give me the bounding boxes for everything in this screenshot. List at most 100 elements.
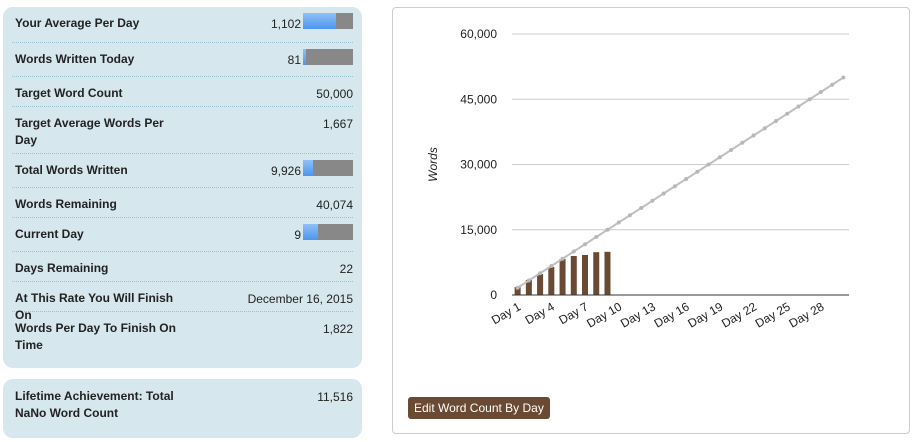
stat-label: Target Word Count	[15, 86, 123, 100]
y-tick-label: 45,000	[460, 92, 497, 106]
x-tick-label: Day 28	[786, 299, 826, 330]
progress-bar	[303, 160, 353, 176]
x-tick-label: Day 10	[584, 299, 624, 330]
lifetime-panel: Lifetime Achievement: Total NaNo Word Co…	[3, 379, 362, 438]
progress-bar	[303, 224, 353, 240]
stat-row: Days Remaining 22	[12, 252, 353, 282]
x-tick-label: Day 7	[556, 299, 590, 327]
bar-day-2	[525, 279, 532, 295]
target-point	[605, 227, 610, 232]
target-point	[684, 176, 689, 181]
target-point	[807, 97, 812, 102]
progress-bar	[303, 49, 353, 65]
stat-row: Total Words Written 9,926	[12, 154, 353, 188]
stat-row: Target Word Count 50,000	[12, 77, 353, 107]
target-point	[672, 184, 677, 189]
y-tick-label: 60,000	[460, 27, 497, 41]
stat-value: 81	[287, 53, 301, 67]
stat-label: Words Per Day To Finish On Time	[15, 321, 176, 352]
target-point	[830, 82, 835, 87]
y-axis-label: Words	[426, 147, 440, 182]
bar-day-3	[537, 273, 544, 295]
x-tick-label: Day 22	[719, 299, 759, 330]
edit-word-count-button[interactable]: Edit Word Count By Day	[408, 397, 550, 419]
target-point	[773, 119, 778, 123]
x-tick-label: Day 25	[753, 299, 793, 330]
target-point	[560, 256, 565, 261]
stat-label: Total Words Written	[15, 163, 128, 177]
stat-label: Target Average Words Per Day	[15, 116, 164, 147]
y-tick-label: 15,000	[460, 223, 497, 237]
target-point	[762, 126, 767, 131]
bar-day-4	[548, 266, 555, 295]
target-point	[740, 140, 745, 145]
stat-value: 1,667	[322, 117, 353, 131]
bar-day-8	[593, 252, 600, 295]
stat-row-lifetime: Lifetime Achievement: Total NaNo Word Co…	[12, 379, 353, 438]
stat-row: At This Rate You Will Finish On December…	[12, 282, 353, 322]
stat-value: 50,000	[316, 87, 353, 101]
stat-value: December 16, 2015	[247, 292, 353, 306]
target-point	[594, 235, 599, 240]
stat-value: 9	[294, 228, 301, 242]
target-point	[639, 206, 644, 210]
bar-day-1	[514, 286, 521, 295]
target-point	[717, 155, 722, 160]
progress-fill	[303, 160, 313, 176]
stat-value: 40,074	[316, 198, 353, 212]
bar-day-5	[559, 258, 566, 295]
stat-label: Words Written Today	[15, 52, 135, 66]
target-point	[616, 220, 621, 225]
target-point	[841, 75, 846, 80]
stat-label: Your Average Per Day	[15, 16, 140, 30]
stat-row: Current Day 9	[12, 218, 353, 252]
stat-row: Words Remaining 40,074	[12, 188, 353, 218]
x-tick-label: Day 19	[685, 299, 725, 330]
target-point	[751, 133, 756, 138]
stat-row: Words Written Today 81	[12, 43, 353, 77]
stat-label: Lifetime Achievement: Total NaNo Word Co…	[15, 389, 174, 420]
x-tick-label: Day 1	[489, 299, 523, 327]
stat-value: 11,516	[317, 390, 353, 404]
target-point	[549, 263, 554, 268]
target-point	[818, 89, 823, 94]
stat-row: Your Average Per Day 1,102	[12, 7, 353, 43]
target-point	[796, 104, 801, 109]
target-point	[583, 242, 588, 247]
stat-label: Days Remaining	[15, 261, 109, 275]
target-point	[538, 271, 543, 276]
target-line	[517, 76, 844, 289]
progress-bar	[303, 13, 353, 29]
target-point	[729, 148, 734, 153]
bar-day-7	[582, 254, 589, 295]
progress-fill	[303, 13, 336, 29]
target-point	[661, 191, 666, 196]
target-point	[695, 169, 700, 174]
progress-fill	[303, 224, 318, 240]
target-point	[650, 198, 655, 203]
stats-panel: Your Average Per Day 1,102 Words Written …	[3, 7, 362, 368]
y-tick-label: 30,000	[460, 158, 497, 172]
stat-value: 9,926	[270, 164, 301, 178]
chart-panel: 0 15,000 30,000 45,000 60,000 Words Day 1 Day 4…	[392, 7, 910, 434]
stat-label: Words Remaining	[15, 197, 117, 211]
word-count-chart: 0 15,000 30,000 45,000 60,000 Words Day 1 Day 4…	[426, 27, 849, 331]
stat-label: At This Rate You Will Finish On	[15, 291, 174, 322]
stat-row: Words Per Day To Finish On Time 1,822	[12, 312, 353, 368]
target-point	[515, 285, 520, 290]
bar-day-6	[570, 255, 577, 295]
target-point	[571, 249, 576, 254]
target-point	[526, 278, 531, 283]
stat-row: Target Average Words Per Day 1,667	[12, 107, 353, 154]
stat-value: 22	[339, 262, 353, 276]
x-tick-label: Day 4	[523, 299, 557, 327]
target-point	[706, 162, 711, 167]
stat-value: 1,822	[322, 322, 353, 336]
x-tick-label: Day 13	[618, 299, 658, 330]
bar-day-9	[604, 251, 611, 295]
target-point	[627, 213, 632, 218]
x-tick-label: Day 16	[652, 299, 692, 330]
target-point	[785, 111, 790, 116]
progress-fill	[303, 49, 306, 65]
y-tick-label: 0	[490, 288, 497, 302]
